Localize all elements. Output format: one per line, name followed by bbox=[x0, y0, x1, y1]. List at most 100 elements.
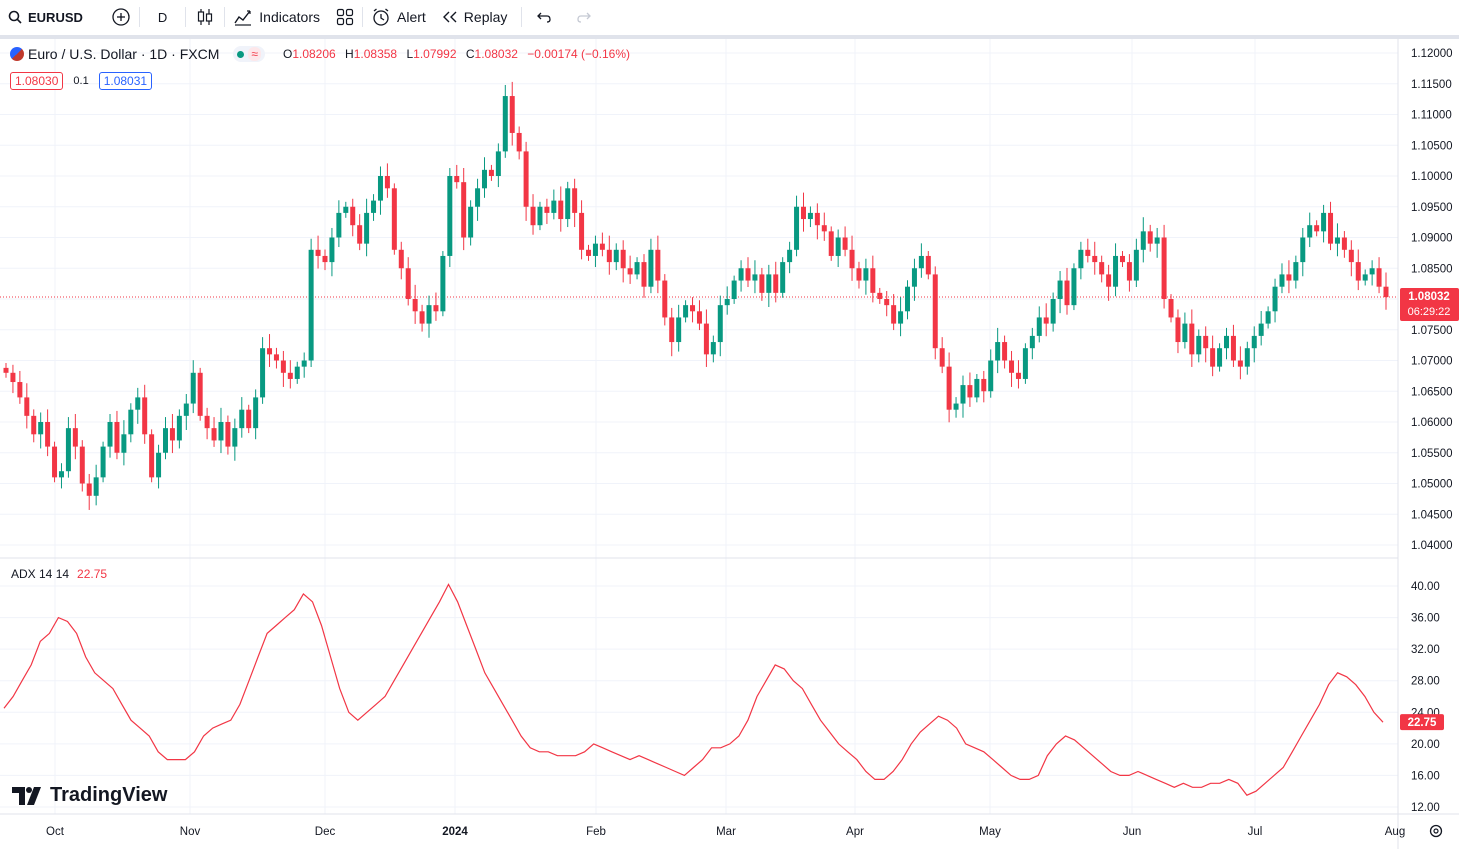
candle-up bbox=[162, 428, 168, 453]
price-axis[interactable]: 1.12000 1.11500 1.11000 1.10500 1.10000 1.095… bbox=[1411, 48, 1453, 552]
candle-down bbox=[17, 382, 23, 398]
high-value: 1.08358 bbox=[353, 47, 398, 61]
candle-up bbox=[294, 366, 300, 379]
price-tick-label: 1.05000 bbox=[1411, 479, 1453, 491]
interval-button[interactable]: D bbox=[140, 0, 185, 34]
candle-up bbox=[1279, 274, 1285, 287]
indicators-icon bbox=[234, 10, 252, 26]
candle-down bbox=[273, 354, 279, 361]
time-tick-label: Nov bbox=[180, 826, 201, 838]
candle-up bbox=[835, 237, 841, 256]
price-badges: 1.08032 06:29:22 22.75 bbox=[1400, 288, 1459, 731]
candle-up bbox=[1334, 237, 1340, 244]
candle-down bbox=[655, 249, 661, 281]
candle-up bbox=[974, 378, 980, 398]
candle-up bbox=[1036, 317, 1042, 336]
candle-up bbox=[787, 249, 793, 263]
chart-area[interactable]: 1.12000 1.11500 1.11000 1.10500 1.10000 1.095… bbox=[0, 39, 1459, 849]
alert-label: Alert bbox=[397, 9, 426, 25]
candle-up bbox=[183, 403, 189, 416]
candle-down bbox=[1119, 255, 1125, 263]
candle-up bbox=[343, 206, 349, 213]
candle-down bbox=[1092, 255, 1098, 263]
current-price-text: 1.08032 bbox=[1408, 291, 1450, 303]
candle-up bbox=[676, 317, 682, 343]
candle-down bbox=[669, 317, 675, 343]
undo-icon bbox=[537, 12, 552, 23]
candle-up bbox=[135, 397, 141, 410]
candle-down bbox=[142, 397, 148, 435]
candle-up bbox=[738, 268, 744, 281]
symbol-title[interactable]: Euro / U.S. Dollar · 1D · FXCM bbox=[28, 46, 220, 62]
candle-down bbox=[79, 446, 85, 484]
alert-button[interactable]: Alert bbox=[363, 0, 434, 34]
candle-down bbox=[405, 268, 411, 299]
candle-down bbox=[1189, 323, 1195, 355]
sell-price-button[interactable]: 1.08030 bbox=[10, 72, 64, 90]
candle-up bbox=[440, 255, 446, 312]
candle-down bbox=[350, 206, 356, 226]
time-tick-label: Dec bbox=[315, 826, 336, 838]
candle-up bbox=[918, 255, 924, 269]
candle-down bbox=[169, 428, 175, 441]
candle-up bbox=[752, 274, 758, 281]
countdown-text: 06:29:22 bbox=[1408, 306, 1451, 318]
candle-up bbox=[911, 268, 917, 287]
market-status-badge[interactable]: ≈ bbox=[233, 46, 265, 62]
candle-down bbox=[1314, 225, 1320, 232]
price-tick-label: 1.04000 bbox=[1411, 540, 1453, 552]
indicators-button[interactable]: Indicators bbox=[225, 0, 328, 34]
gear-icon-center bbox=[1433, 828, 1439, 834]
price-tick-label: 1.07500 bbox=[1411, 325, 1453, 337]
price-tick-label: 1.11500 bbox=[1411, 79, 1452, 91]
adx-legend: ADX 14 14 22.75 bbox=[11, 567, 107, 581]
compare-button[interactable] bbox=[103, 0, 139, 34]
candle-down bbox=[72, 428, 78, 447]
tradingview-logo[interactable]: TradingView bbox=[12, 784, 167, 807]
candle-up bbox=[1182, 323, 1188, 343]
replay-button[interactable]: Replay bbox=[434, 0, 516, 34]
adx-value: 22.75 bbox=[77, 567, 108, 581]
candle-up bbox=[683, 305, 689, 318]
symbol-search[interactable]: EURUSD bbox=[0, 0, 91, 34]
gear-icon bbox=[1429, 824, 1443, 838]
buy-price-button[interactable]: 1.08031 bbox=[98, 72, 153, 90]
adx-name[interactable]: ADX 14 14 bbox=[11, 567, 70, 581]
candle-up bbox=[613, 249, 619, 263]
alarm-clock-icon bbox=[373, 8, 389, 26]
change-value: −0.00174 (−0.16%) bbox=[527, 47, 631, 61]
time-axis[interactable]: Oct Nov Dec 2024 Feb Mar Apr May Jun Jul Aug bbox=[46, 826, 1405, 838]
candle-down bbox=[967, 385, 973, 398]
candle-down bbox=[1355, 262, 1361, 281]
candle-down bbox=[1126, 262, 1132, 281]
redo-button[interactable] bbox=[566, 0, 602, 34]
adx-tick-label: 40.00 bbox=[1411, 581, 1440, 593]
grid bbox=[0, 39, 1398, 814]
candle-down bbox=[627, 268, 633, 275]
candle-up bbox=[1244, 348, 1250, 367]
candle-down bbox=[398, 249, 404, 269]
candle-down bbox=[86, 483, 92, 496]
candle-up bbox=[502, 96, 508, 152]
layouts-button[interactable] bbox=[328, 0, 362, 34]
candle-down bbox=[1341, 237, 1347, 250]
undo-button[interactable] bbox=[522, 0, 566, 34]
settings-gear[interactable] bbox=[1429, 824, 1443, 838]
candle-down bbox=[204, 415, 210, 429]
candle-up bbox=[495, 151, 501, 176]
candle-down bbox=[1237, 360, 1243, 367]
time-tick-label: Apr bbox=[846, 826, 864, 838]
series-legend: Euro / U.S. Dollar · 1D · FXCM ≈ O1.0820… bbox=[10, 46, 630, 62]
price-tick-label: 1.06000 bbox=[1411, 417, 1453, 429]
candle-down bbox=[620, 249, 626, 269]
candle-down bbox=[3, 367, 9, 373]
candle-up bbox=[1029, 335, 1035, 349]
candle-up bbox=[1022, 348, 1028, 379]
candle-down bbox=[745, 268, 751, 281]
candle-up bbox=[1217, 348, 1223, 367]
time-tick-label: Aug bbox=[1385, 826, 1405, 838]
chart-type-button[interactable] bbox=[186, 0, 224, 34]
flag-icon bbox=[10, 47, 24, 61]
candle-down bbox=[1376, 268, 1382, 287]
